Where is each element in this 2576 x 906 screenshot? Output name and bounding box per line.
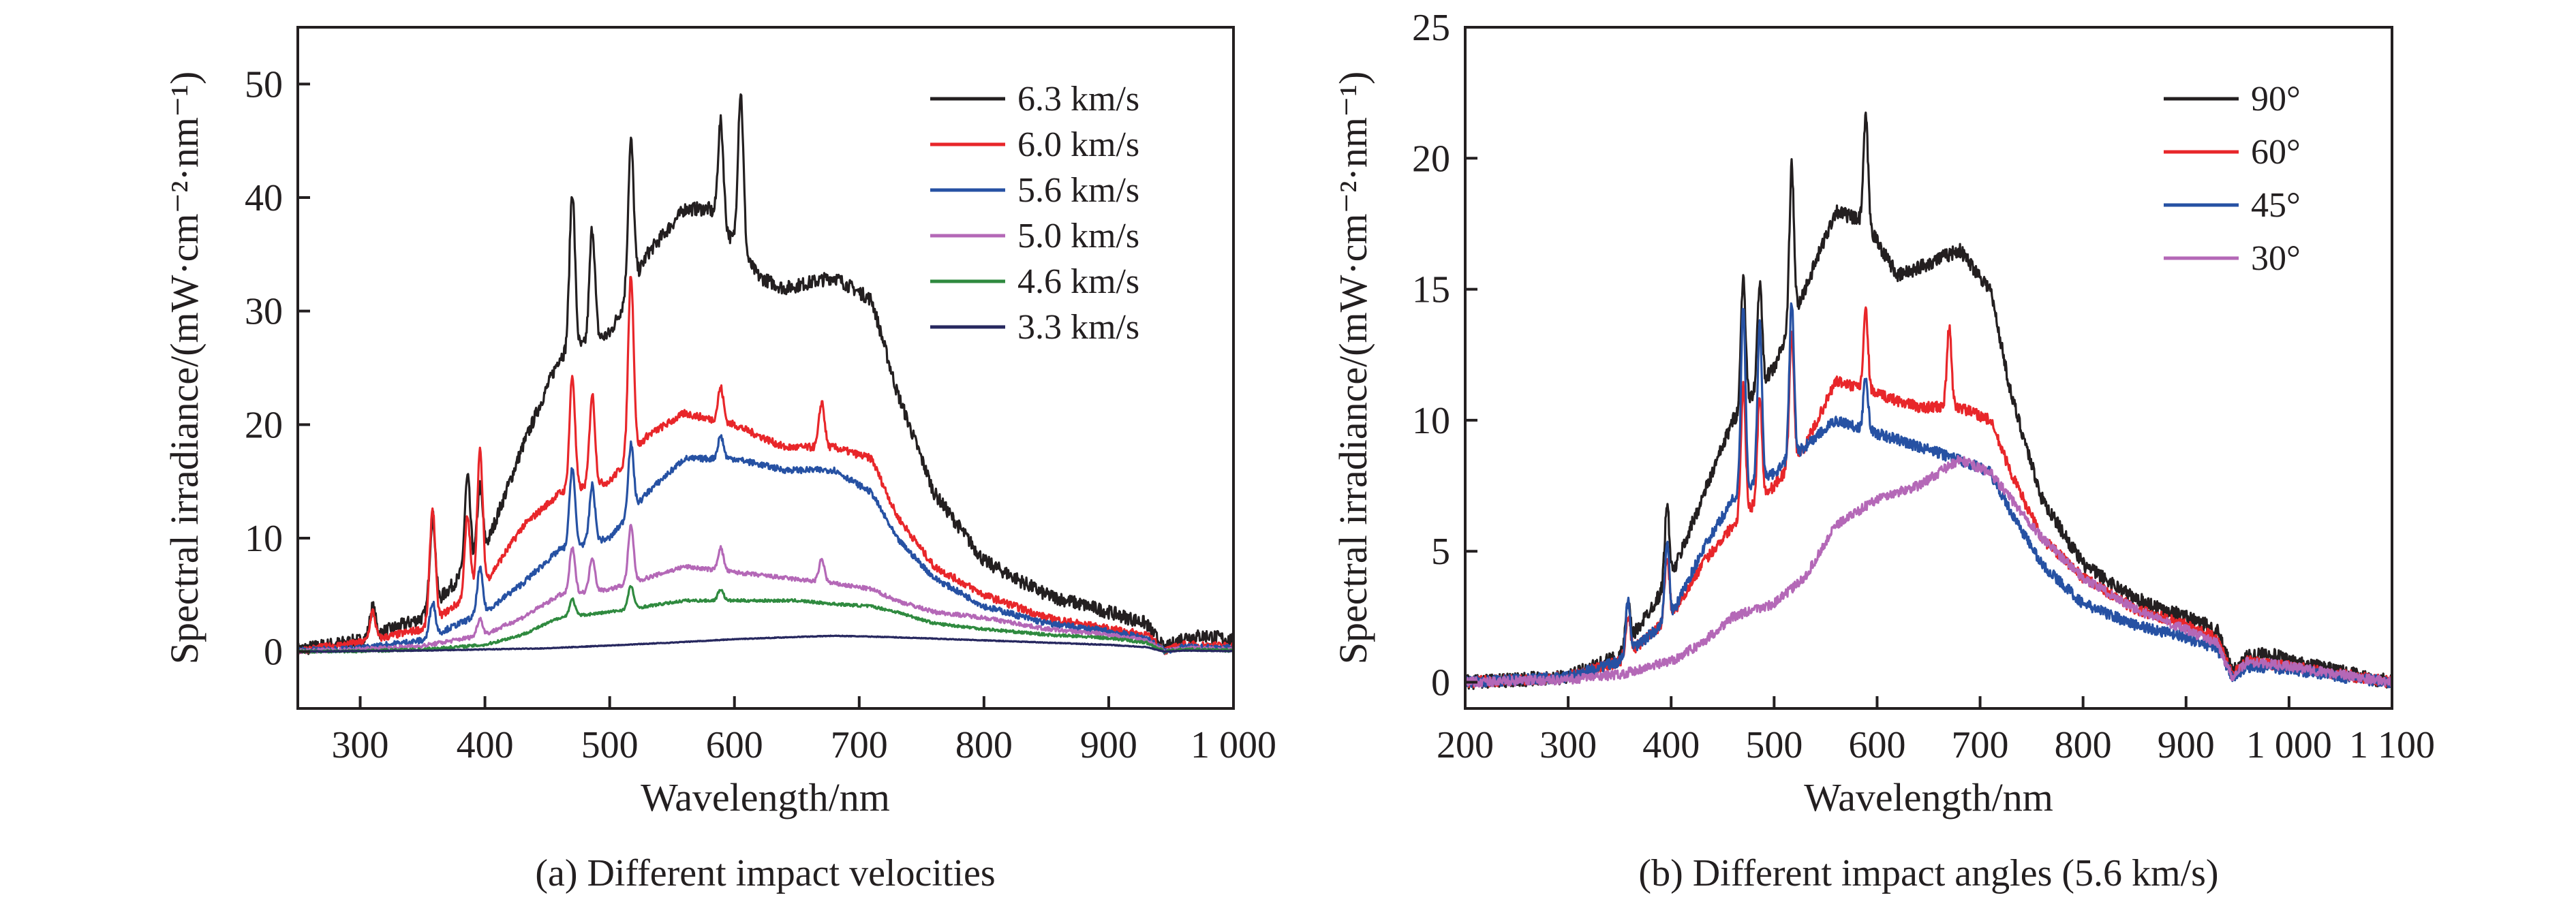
- panel-b-x-axis-title: Wavelength/nm: [1804, 775, 2053, 819]
- panel-b-x-tick-label: 300: [1539, 724, 1597, 766]
- panel-b-legend-label: 90°: [2251, 80, 2301, 119]
- panel-b-y-tick-label: 0: [1431, 662, 1450, 704]
- panel-b-x-tick-label: 200: [1437, 724, 1494, 766]
- panel-a-y-tick-label: 50: [245, 63, 283, 106]
- panel-b-x-tick-label: 900: [2158, 724, 2215, 766]
- panel-a-x-tick-label: 400: [457, 724, 514, 766]
- panel-a-series-1-line: [298, 276, 1233, 655]
- panel-a-axes: 300 400 500 600 700 800 900 1 000 0 10 20 30 40 50: [245, 63, 1276, 766]
- panel-b-angles: 200 300 400 500 600 700 800 900 1 000 1 100051015…: [1331, 7, 2435, 894]
- panel-a-legend-label: 5.0 km/s: [1017, 217, 1139, 255]
- panel-b-y-axis-title: Spectral irradiance/(mW·cm⁻²·nm⁻¹): [1331, 72, 1375, 665]
- panel-a-caption: (a) Different impact velocities: [535, 852, 995, 894]
- panel-a-series-group: [298, 93, 1233, 657]
- panel-a-x-tick-label: 500: [581, 724, 639, 766]
- panel-a-y-tick-label: 40: [245, 177, 283, 219]
- panel-b-legend: 90° 60° 45° 30°: [2164, 80, 2301, 278]
- panel-b-series-3-line: [1465, 454, 2392, 688]
- panel-a-x-tick-label: 900: [1080, 724, 1137, 766]
- panel-b-legend-label: 45°: [2251, 186, 2301, 225]
- panel-a-velocities: 300 400 500 600 700 800 900 1 000 0 10 20 30 40 50 6.…: [162, 26, 1276, 894]
- panel-b-axes: 200 300 400 500 600 700 800 900 1 000 1 100051015…: [1412, 7, 2435, 766]
- panel-a-series-4-line: [298, 584, 1233, 654]
- panel-a-y-axis-title: Spectral irradiance/(mW·cm⁻²·nm⁻¹): [162, 72, 206, 665]
- panel-a-legend-label: 6.0 km/s: [1017, 125, 1139, 164]
- panel-b-caption: (b) Different impact angles (5.6 km/s): [1638, 852, 2218, 894]
- panel-b-x-tick-label: 700: [1952, 724, 2009, 766]
- panel-a-series-2-line: [298, 434, 1233, 655]
- panel-a-x-tick-label: 700: [831, 724, 888, 766]
- panel-a-legend-label: 5.6 km/s: [1017, 171, 1139, 210]
- panel-b-series-group: [1465, 111, 2392, 690]
- panel-b-y-tick-label: 5: [1431, 531, 1450, 573]
- panel-b-series-2-line: [1465, 302, 2392, 689]
- panel-a-x-tick-label: 800: [955, 724, 1013, 766]
- panel-b-plot-frame: [1464, 26, 2393, 710]
- panel-b-x-tick-label: 1 100: [2349, 724, 2435, 766]
- panel-a-plot-frame: [296, 26, 1235, 710]
- panel-b-x-tick-label: 800: [2055, 724, 2112, 766]
- panel-b-x-tick-label: 1 000: [2246, 724, 2332, 766]
- panel-a-series-5-line: [298, 634, 1233, 653]
- panel-a-x-tick-label: 300: [332, 724, 389, 766]
- panel-a-x-tick-label: 600: [706, 724, 763, 766]
- panel-a-y-tick-label: 0: [264, 631, 283, 674]
- panel-a-legend: 6.3 km/s 6.0 km/s 5.6 km/s 5.0 km/s 4.6 km/s…: [930, 80, 1139, 347]
- panel-a-legend-label: 6.3 km/s: [1017, 80, 1139, 119]
- panel-a-series-3-line: [298, 524, 1233, 655]
- panel-a-x-axis-title: Wavelength/nm: [641, 775, 890, 819]
- panel-a-legend-label: 3.3 km/s: [1017, 308, 1139, 347]
- panel-b-legend-label: 60°: [2251, 133, 2301, 172]
- panel-a-y-tick-label: 10: [245, 518, 283, 560]
- panel-b-x-tick-label: 500: [1745, 724, 1803, 766]
- panel-b-x-tick-label: 400: [1642, 724, 1700, 766]
- panel-b-y-tick-label: 15: [1412, 269, 1450, 311]
- panel-b-y-tick-label: 20: [1412, 138, 1450, 180]
- panel-b-legend-label: 30°: [2251, 239, 2301, 278]
- panel-b-x-tick-label: 600: [1848, 724, 1905, 766]
- panel-a-legend-label: 4.6 km/s: [1017, 262, 1139, 301]
- panel-a-y-tick-label: 20: [245, 404, 283, 446]
- panel-a-series-0-line: [298, 93, 1233, 657]
- panel-a-x-tick-label: 1 000: [1191, 724, 1276, 766]
- panel-a-y-tick-label: 30: [245, 291, 283, 333]
- panel-b-series-1-line: [1465, 306, 2392, 689]
- panel-b-y-tick-label: 25: [1412, 7, 1450, 49]
- panel-b-y-tick-label: 10: [1412, 400, 1450, 442]
